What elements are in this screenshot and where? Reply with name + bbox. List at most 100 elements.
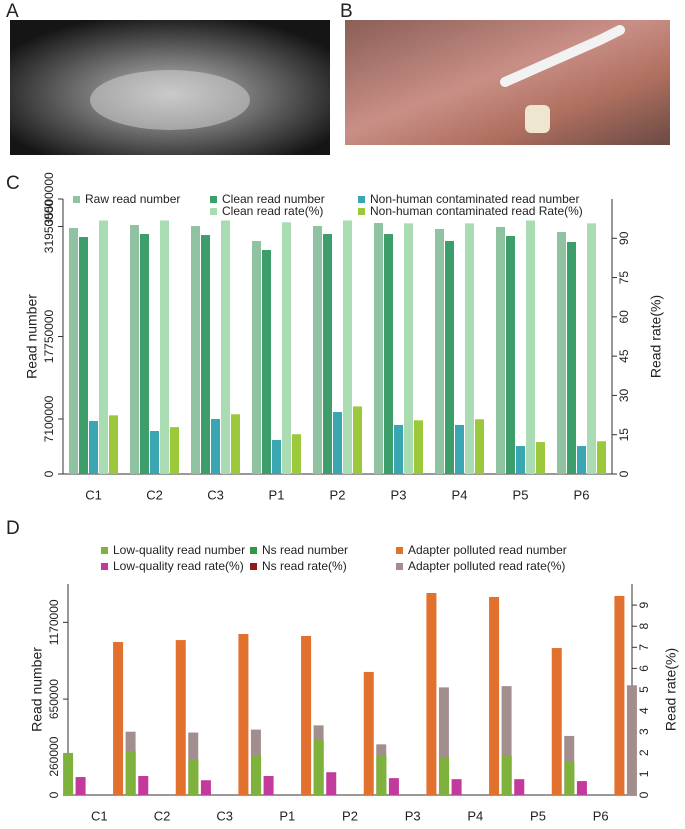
x-tick-label: C1 [91, 808, 108, 823]
legend-swatch [210, 208, 217, 215]
tick-label: 15 [617, 428, 631, 442]
legend-label: Clean read number [222, 192, 325, 206]
bar [564, 761, 575, 795]
bar [160, 220, 169, 474]
panel-label: C [6, 173, 20, 194]
legend-label: Clean read rate(%) [222, 204, 323, 218]
x-tick-label: C3 [207, 487, 224, 502]
y-axis-title: Read number [29, 647, 45, 732]
bar [363, 671, 374, 795]
x-tick-label: C3 [216, 808, 233, 823]
x-tick-label: C2 [146, 487, 163, 502]
bar [514, 779, 525, 795]
x-tick-label: P5 [530, 808, 546, 823]
y-axis-title: Read number [24, 294, 40, 379]
tick-label: 0 [637, 791, 651, 798]
bar [262, 249, 271, 474]
bar [211, 419, 220, 474]
bar [170, 427, 179, 474]
legend-label: Ns read rate(%) [262, 559, 347, 573]
bar [376, 755, 387, 795]
tick-label: 31950000 [42, 199, 56, 253]
tick-label: 6 [637, 665, 651, 672]
bar [201, 235, 210, 474]
legend-swatch [250, 547, 257, 554]
legend-label: Adapter polluted read number [408, 543, 567, 557]
tick-label: 5 [637, 686, 651, 693]
bar [426, 593, 437, 795]
bar [465, 223, 474, 474]
bar [451, 779, 462, 795]
bar [313, 226, 322, 474]
legend-swatch [358, 208, 365, 215]
bar [475, 419, 484, 474]
tick-label: 9 [637, 601, 651, 608]
bar [343, 220, 352, 474]
legend-swatch [101, 547, 108, 554]
tick-label: 1 [637, 770, 651, 777]
bar [567, 241, 576, 474]
bar [551, 648, 562, 795]
x-tick-label: P6 [574, 487, 590, 502]
bar [455, 424, 464, 474]
bar [439, 756, 450, 795]
tick-label: 0 [42, 470, 56, 477]
tick-label: 8 [637, 623, 651, 630]
legend-label: Ns read number [262, 543, 348, 557]
bar [326, 772, 337, 795]
bar [238, 634, 249, 795]
bar [384, 234, 393, 474]
bar [438, 687, 449, 795]
x-tick-label: P3 [391, 487, 407, 502]
bar [282, 222, 291, 474]
y2-axis-title: Read rate(%) [648, 295, 664, 378]
bar [445, 240, 454, 474]
legend-label: Low-quality read number [113, 543, 245, 557]
x-tick-label: C1 [85, 487, 102, 502]
bar [301, 635, 312, 795]
bar [63, 752, 74, 795]
bar [501, 756, 512, 795]
x-tick-label: P4 [467, 808, 483, 823]
bar [506, 236, 515, 474]
bar [526, 220, 535, 474]
tick-label: 260000 [47, 736, 61, 776]
legend-label: Adapter polluted read rate(%) [408, 559, 565, 573]
x-tick-label: P4 [452, 487, 468, 502]
bar [404, 223, 413, 474]
bar [516, 446, 525, 474]
x-tick-label: P2 [342, 808, 358, 823]
bar [576, 781, 587, 795]
bar [89, 421, 98, 474]
tick-label: 7 [637, 644, 651, 651]
legend-swatch [101, 563, 108, 570]
bar [69, 227, 78, 474]
bar [200, 780, 211, 795]
x-tick-label: P1 [279, 808, 295, 823]
bar [175, 640, 186, 795]
tick-label: 650000 [47, 679, 61, 719]
bar [496, 226, 505, 474]
bar [414, 420, 423, 474]
bar [374, 223, 383, 474]
tick-label: 17750000 [42, 309, 56, 363]
legend-swatch [73, 196, 80, 203]
y2-axis-title: Read rate(%) [663, 648, 679, 731]
bar [489, 596, 500, 795]
bar [435, 228, 444, 474]
tick-label: 75 [617, 271, 631, 285]
legend-swatch [358, 196, 365, 203]
tick-label: 60 [617, 310, 631, 324]
bar [79, 237, 88, 474]
legend-swatch [210, 196, 217, 203]
tooth [525, 105, 550, 133]
x-tick-label: P1 [269, 487, 285, 502]
legend-label: Raw read number [85, 192, 180, 206]
panel-label: D [6, 518, 20, 539]
bar [577, 446, 586, 474]
bar [130, 225, 139, 474]
tick-label: 7100000 [42, 395, 56, 442]
legend-swatch [396, 547, 403, 554]
bar [313, 739, 324, 795]
